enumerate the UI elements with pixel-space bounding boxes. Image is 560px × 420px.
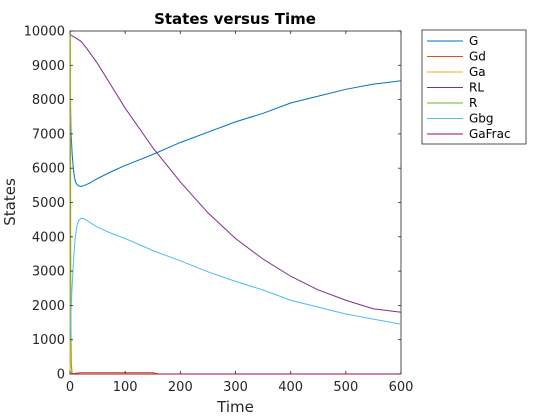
x-tick-label: 200 — [168, 380, 193, 395]
tick-layer: 0 100 200 300 400 500 600010002000300040005000… — [24, 25, 414, 396]
x-axis-label: Time — [216, 398, 254, 416]
plot-box — [69, 30, 402, 375]
legend-label-r: R — [469, 96, 477, 110]
y-tick-label: 10000 — [24, 25, 65, 40]
legend-label-gbg: Gbg — [469, 112, 494, 126]
x-tick-label: 400 — [278, 380, 303, 395]
y-tick-label: 3000 — [32, 265, 65, 280]
x-tick-label: 500 — [333, 380, 358, 395]
y-tick-label: 0 — [57, 368, 65, 383]
legend-label-gd: Gd — [469, 50, 486, 64]
series-line-rl — [69, 34, 402, 313]
legend-label-ga: Ga — [469, 65, 486, 79]
x-tick-label: 600 — [389, 380, 414, 395]
x-tick-label: 100 — [113, 380, 138, 395]
y-tick-label: 9000 — [32, 59, 65, 74]
y-tick-label: 1000 — [32, 333, 65, 348]
y-tick-label: 2000 — [32, 299, 65, 314]
legend-label-gafrac: GaFrac — [469, 127, 511, 141]
legend-label-rl: RL — [469, 81, 484, 95]
x-tick-label: 300 — [223, 380, 248, 395]
series-line-g — [69, 68, 402, 187]
y-tick-label: 8000 — [32, 93, 65, 108]
x-tick-label: 0 — [66, 380, 74, 395]
series-line-gbg — [69, 217, 402, 340]
y-tick-label: 7000 — [32, 127, 65, 142]
y-tick-label: 5000 — [32, 196, 65, 211]
y-tick-label: 4000 — [32, 230, 65, 245]
y-axis-label: States — [1, 178, 19, 226]
chart-title: States versus Time — [154, 10, 316, 28]
plot-area: 0 100 200 300 400 500 600010002000300040005000… — [24, 25, 414, 396]
y-tick-label: 6000 — [32, 162, 65, 177]
legend-label-g: G — [469, 34, 478, 48]
